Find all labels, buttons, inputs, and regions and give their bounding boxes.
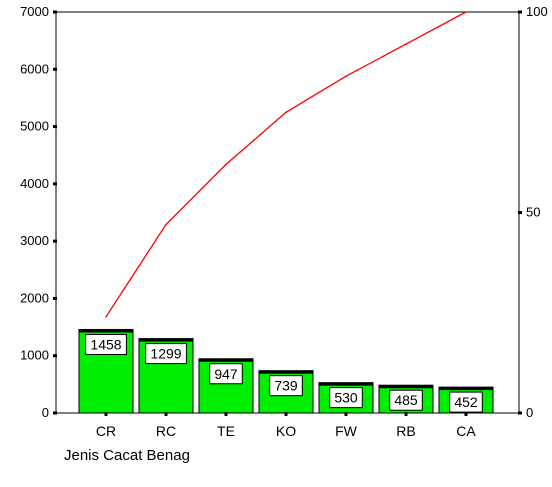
right-tick-mark — [518, 411, 522, 415]
x-tick-mark — [404, 412, 408, 416]
category-label-ko: KO — [276, 423, 296, 439]
bar-top-edge — [199, 358, 253, 362]
cumulative-point — [225, 163, 227, 166]
left-tick-mark — [53, 67, 57, 71]
x-tick-mark — [104, 412, 108, 416]
bar-top-edge — [139, 338, 193, 342]
category-labels: CR RC TE KO FW RB CA — [96, 412, 476, 439]
data-label-box — [269, 375, 303, 397]
category-label-rc: RC — [156, 423, 176, 439]
data-label: 1299 — [150, 346, 181, 362]
right-tick-label: 0 — [526, 405, 533, 420]
bar-te: 947 — [198, 358, 254, 414]
x-axis-title: Jenis Cacat Benag — [64, 447, 190, 464]
x-tick-mark — [344, 412, 348, 416]
data-label-box — [389, 389, 423, 411]
x-tick-mark — [164, 412, 168, 416]
bar-ca: 452 — [438, 386, 494, 414]
data-label: 452 — [454, 394, 478, 410]
left-tick-mark — [53, 125, 57, 129]
data-label: 485 — [394, 392, 418, 408]
data-label: 947 — [214, 366, 238, 382]
bar-top-edge — [259, 370, 313, 374]
category-label-rb: RB — [396, 423, 415, 439]
cumulative-point — [105, 316, 107, 318]
bar-rc: 1299 — [138, 338, 194, 414]
bar-top-edge — [439, 387, 493, 391]
left-axis: 0 1000 2000 3000 4000 5000 6000 7000 — [20, 4, 57, 420]
x-tick-mark — [224, 412, 228, 416]
right-axis: 0 50 100 — [518, 4, 548, 420]
left-tick-mark — [53, 182, 57, 186]
left-tick-label: 4000 — [20, 176, 49, 191]
data-label: 739 — [274, 378, 298, 394]
cumulative-point — [285, 111, 287, 114]
category-label-ca: CA — [456, 423, 476, 439]
left-tick-mark — [53, 354, 57, 358]
cumulative-point — [465, 11, 467, 13]
left-tick-mark — [53, 411, 57, 415]
bar-group: 1458 1299 947 739 530 485 452 — [78, 328, 494, 414]
left-tick-label: 6000 — [20, 61, 49, 76]
cumulative-line-group — [105, 11, 467, 318]
category-label-fw: FW — [335, 423, 358, 439]
category-label-cr: CR — [96, 423, 116, 439]
left-tick-mark — [53, 296, 57, 300]
data-label-box — [145, 343, 187, 365]
bar-ko: 739 — [258, 370, 314, 414]
bar-fw: 530 — [318, 382, 374, 414]
right-tick-mark — [518, 10, 522, 14]
category-label-te: TE — [217, 423, 235, 439]
right-tick-label: 100 — [526, 4, 548, 19]
data-label-box — [329, 387, 363, 409]
x-tick-mark — [464, 412, 468, 416]
left-tick-label: 5000 — [20, 119, 49, 134]
left-tick-label: 1000 — [20, 348, 49, 363]
data-label: 530 — [334, 390, 358, 406]
bar-rb: 485 — [378, 384, 434, 414]
right-tick-mark — [518, 211, 522, 214]
cumulative-point — [345, 75, 347, 77]
bar-cr: 1458 — [78, 328, 134, 414]
data-label-box — [85, 333, 127, 355]
data-label-box — [209, 363, 243, 385]
right-tick-label: 50 — [526, 205, 540, 220]
bar-top-edge — [79, 329, 133, 333]
cumulative-point — [405, 43, 407, 45]
left-tick-label: 2000 — [20, 290, 49, 305]
data-label: 1458 — [90, 336, 121, 352]
cumulative-line — [105, 11, 467, 318]
cumulative-point — [165, 223, 167, 226]
bar-top-edge — [379, 385, 433, 389]
left-tick-mark — [53, 239, 57, 243]
left-tick-label: 3000 — [20, 233, 49, 248]
left-tick-label: 7000 — [20, 4, 49, 19]
x-tick-mark — [284, 412, 288, 416]
bar-top-edge — [319, 382, 373, 386]
left-tick-mark — [53, 10, 57, 14]
left-tick-label: 0 — [42, 405, 49, 420]
